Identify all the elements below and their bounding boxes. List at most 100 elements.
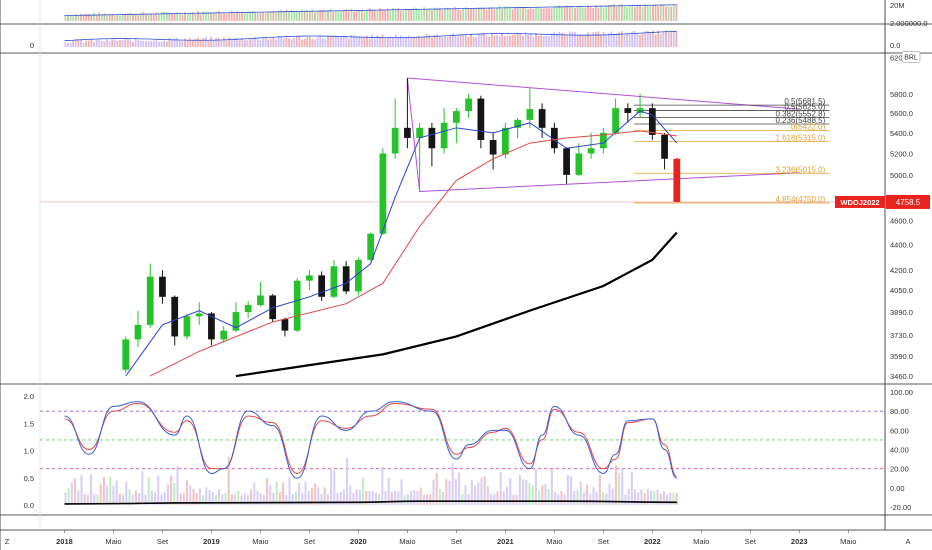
volume-bar [584, 7, 587, 21]
indicator-bar [576, 35, 579, 47]
oscillator-histogram-bar [131, 494, 134, 505]
volume-bar [329, 8, 332, 21]
volume-bar [295, 10, 298, 21]
volume-bar [168, 12, 171, 21]
candle-body [146, 276, 154, 325]
oscillator-histogram-bar [288, 477, 291, 505]
volume-bar [646, 6, 649, 21]
indicator-bar [124, 38, 127, 47]
indicator-bar [280, 36, 283, 47]
oscillator-histogram-bar [112, 485, 115, 505]
volume-bar [236, 11, 238, 21]
oscillator-histogram-bar [595, 491, 598, 505]
indicator-bar [436, 33, 439, 47]
oscillator-histogram-bar [166, 484, 169, 505]
volume-bar [467, 8, 470, 21]
indicator-bar [485, 35, 488, 47]
oscillator-histogram-bar [342, 489, 345, 505]
indicator-bar [134, 37, 137, 47]
volume-bar [636, 5, 639, 21]
indicator-bar [254, 37, 257, 47]
oscillator-histogram-bar [477, 482, 480, 505]
volume-bar [134, 13, 137, 21]
indicator-bar [639, 34, 641, 47]
oscillator-histogram-bar [266, 478, 269, 505]
volume-bar [64, 14, 67, 21]
indicator-bar [290, 39, 293, 47]
volume-bar [483, 7, 485, 22]
candle-body [342, 266, 350, 292]
indicator-bar [571, 31, 574, 47]
oscillator-histogram-bar [250, 489, 253, 505]
volume-bar [633, 6, 636, 21]
candle-body [257, 295, 264, 306]
indicator-bar [363, 36, 366, 47]
indicator-bar [584, 34, 587, 47]
indicator-bar [441, 37, 444, 47]
indicator-bar [236, 37, 238, 47]
volume-bar [607, 4, 610, 22]
time-axis-tick-label: Maio [399, 537, 415, 546]
oscillator-histogram-bar [502, 491, 505, 505]
oscillator-histogram-bar [80, 475, 83, 505]
oscillator-histogram-bar [253, 482, 256, 505]
volume-bar [566, 5, 569, 21]
oscillator-histogram-bar [221, 494, 224, 505]
oscillator-histogram-bar [179, 493, 182, 505]
indicator-bar [454, 35, 457, 47]
indicator-bar [405, 36, 407, 47]
volume-bar [587, 5, 589, 21]
indicator-bar [558, 31, 561, 47]
indicator-bar [579, 34, 582, 47]
oscillator-left-tick: 1.0 [24, 447, 34, 456]
volume-bar [334, 11, 337, 21]
oscillator-histogram-bar [259, 493, 262, 505]
oscillator-histogram-bar [125, 481, 128, 505]
volume-bar [90, 15, 93, 21]
volume-bar [243, 13, 246, 21]
oscillator-histogram-bar [422, 494, 425, 505]
oscillator-histogram-bar [83, 494, 86, 505]
candle-body [171, 296, 179, 337]
indicator-bar [535, 33, 537, 47]
indicator-bar [394, 35, 397, 47]
volume-bar [207, 13, 210, 21]
indicator-bar [251, 38, 254, 47]
indicator-bar [358, 37, 361, 47]
oscillator-histogram-bar [643, 492, 646, 505]
indicator-bar [493, 35, 496, 47]
indicator-bar [288, 38, 290, 47]
volume-bar [165, 12, 168, 21]
volume-bar [116, 14, 119, 21]
volume-bar [381, 9, 384, 21]
volume-bar [506, 6, 509, 22]
volume-bar [654, 3, 657, 21]
oscillator-histogram-bar [630, 472, 633, 505]
oscillator-histogram-bar [381, 466, 384, 505]
oscillator-histogram-bar [614, 465, 617, 505]
indicator-bar [462, 35, 465, 47]
volume-bar [490, 7, 493, 21]
volume-bar [113, 15, 116, 21]
oscillator-histogram-bar [621, 468, 624, 505]
oscillator-pane [40, 401, 885, 505]
indicator-bar [438, 35, 441, 47]
oscillator-histogram-bar [163, 492, 166, 505]
candle-body [673, 158, 681, 202]
fib-level-label: 1.618(5315.0) [775, 134, 825, 143]
indicator-bar [537, 35, 540, 47]
price-pane[interactable]: 0.5(5681.5)0.5(5625.0)0.382(5552.8)0.236… [40, 77, 885, 378]
oscillator-histogram-bar [349, 485, 352, 505]
oscillator-right-tick: -20.00 [890, 503, 911, 512]
indicator-bar [373, 38, 376, 47]
oscillator-histogram-bar [134, 490, 137, 505]
candle-body [612, 108, 619, 133]
indicator-bar [522, 35, 524, 47]
oscillator-histogram-bar [109, 476, 112, 505]
oscillator-histogram-bar [598, 475, 601, 505]
fib-level-label: 0.5(5681.5) [784, 97, 825, 106]
volume-bar [347, 10, 350, 21]
indicator-bar [262, 38, 264, 47]
indicator-bar [82, 42, 85, 47]
